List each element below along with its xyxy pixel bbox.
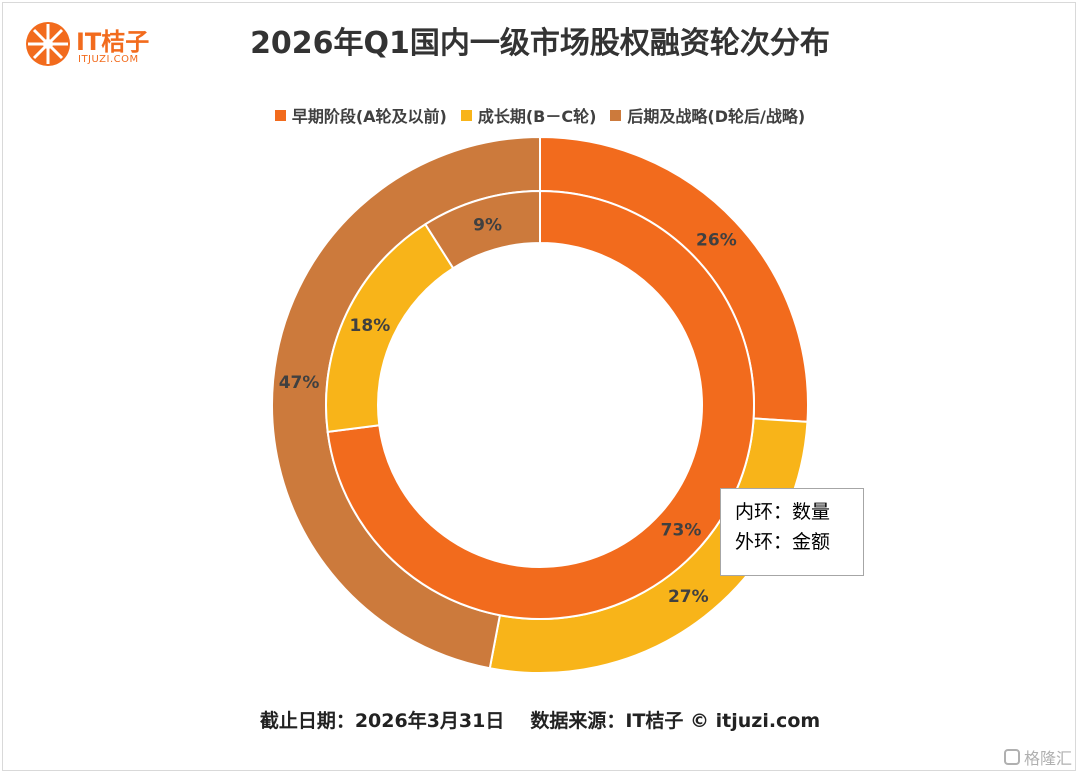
inner-slice-late <box>423 189 541 270</box>
chart-legend: 早期阶段(A轮及以前) 成长期(B－C轮) 后期及战略(D轮后/战略) <box>0 103 1080 127</box>
outer-label-late: 47% <box>279 373 320 393</box>
chart-footer: 截止日期：2026年3月31日 数据来源：IT桔子 © itjuzi.com <box>0 706 1080 733</box>
watermark-badge: 格隆汇 <box>1003 745 1072 769</box>
footer-source: 数据来源：IT桔子 © itjuzi.com <box>530 710 821 732</box>
brand-url: ITJUZI.COM <box>78 54 139 65</box>
orange-icon <box>26 22 70 66</box>
inner-label-growth: 18% <box>350 316 391 336</box>
legend-swatch-early <box>274 109 286 121</box>
ring-note-inner: 内环：数量 <box>735 501 831 523</box>
ring-note-outer: 外环：金额 <box>735 531 831 553</box>
legend-label-late: 后期及战略(D轮后/战略) <box>627 107 806 126</box>
legend-swatch-late <box>610 109 622 121</box>
outer-label-early: 26% <box>696 230 737 250</box>
legend-item-early: 早期阶段(A轮及以前) <box>274 103 447 127</box>
brand-name: IT桔子 <box>76 28 150 56</box>
legend-label-early: 早期阶段(A轮及以前) <box>291 107 447 126</box>
watermark-text: 格隆汇 <box>1023 749 1072 768</box>
inner-label-late: 9% <box>473 215 502 235</box>
legend-item-growth: 成长期(B－C轮) <box>460 103 597 127</box>
chart-title: 2026年Q1国内一级市场股权融资轮次分布 <box>250 26 830 61</box>
legend-swatch-growth <box>460 109 472 121</box>
watermark-icon <box>1003 749 1020 765</box>
legend-label-growth: 成长期(B－C轮) <box>477 107 597 126</box>
brand-logo: IT桔子 ITJUZI.COM <box>24 18 164 74</box>
legend-item-late: 后期及战略(D轮后/战略) <box>610 103 805 127</box>
inner-label-early: 73% <box>661 520 702 540</box>
ring-note: 内环：数量 外环：金额 <box>720 488 864 576</box>
inner-slice-early <box>326 189 755 620</box>
footer-date: 截止日期：2026年3月31日 <box>259 710 505 732</box>
outer-label-growth: 27% <box>668 587 709 607</box>
